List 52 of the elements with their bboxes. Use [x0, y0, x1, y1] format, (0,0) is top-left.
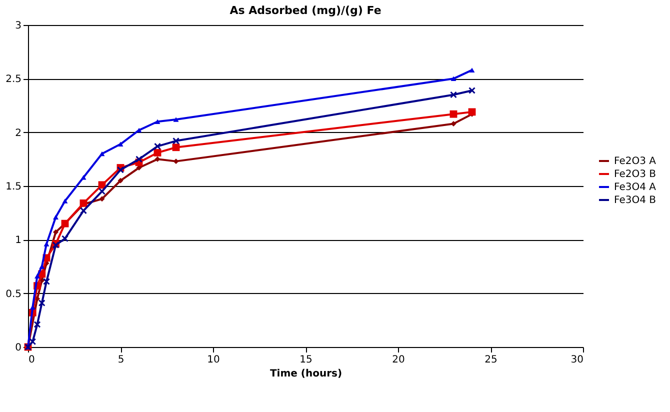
- y-tick-label: 1.5: [6, 182, 22, 192]
- legend-label: Fe3O4 B: [614, 195, 656, 206]
- y-tick-label: 2.5: [6, 74, 22, 86]
- point: [173, 117, 179, 122]
- y-tick-label: 3: [15, 20, 22, 32]
- point: [136, 156, 142, 163]
- point: [34, 274, 40, 279]
- point: [154, 156, 160, 162]
- point: [53, 229, 58, 235]
- point: [62, 235, 68, 242]
- point: [39, 264, 45, 269]
- point: [172, 137, 180, 144]
- x-tick-label: 15: [300, 354, 312, 366]
- point: [43, 278, 50, 286]
- legend-label: Fe2O3 B: [614, 169, 656, 180]
- point: [38, 300, 46, 306]
- point: [154, 142, 161, 150]
- point: [99, 151, 105, 156]
- chart-title: As Adsorbed (mg)/(g) Fe: [230, 4, 382, 17]
- point: [118, 178, 124, 184]
- point: [154, 149, 162, 156]
- x-tick-label: 10: [207, 354, 220, 366]
- x-tick-label: 0: [28, 354, 35, 366]
- point: [62, 198, 68, 204]
- point: [468, 108, 476, 116]
- y-tick-label: 2: [15, 128, 22, 139]
- point: [99, 196, 105, 202]
- y-tick-label: 0: [15, 342, 22, 354]
- x-tick-label: 5: [118, 354, 124, 366]
- point: [80, 199, 88, 207]
- point: [80, 175, 86, 180]
- point: [450, 91, 457, 98]
- legend-label: Fe2O3 A: [614, 156, 656, 167]
- point: [154, 119, 160, 124]
- point: [53, 214, 58, 220]
- x-tick-label: 20: [392, 354, 405, 366]
- point: [450, 76, 456, 82]
- y-tick-label: 0.5: [6, 288, 22, 300]
- point: [469, 68, 475, 72]
- x-tick-label: 30: [570, 354, 584, 366]
- x-tick-label: 25: [484, 354, 498, 366]
- point: [118, 142, 124, 147]
- point: [450, 110, 458, 118]
- point: [172, 144, 180, 152]
- x-axis-title: Time (hours): [270, 368, 342, 380]
- point: [44, 242, 50, 246]
- y-tick-label: 1: [15, 235, 22, 246]
- point: [80, 207, 87, 214]
- point: [468, 86, 476, 94]
- point: [98, 188, 106, 195]
- point: [34, 320, 41, 328]
- legend-label: Fe3O4 A: [614, 182, 656, 193]
